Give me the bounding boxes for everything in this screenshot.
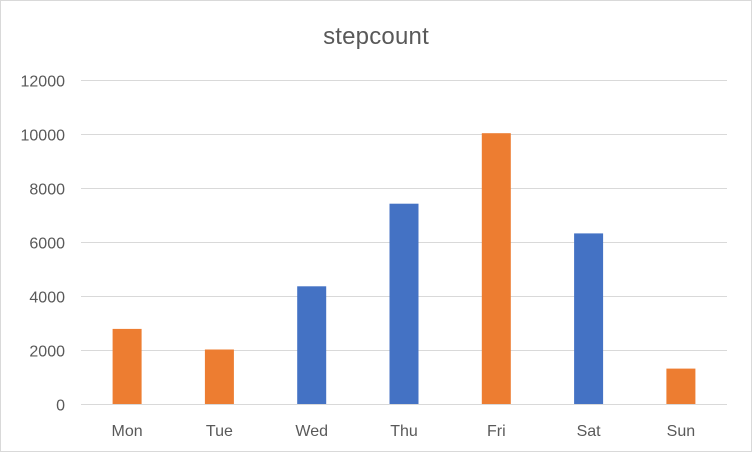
x-axis-tick-labels: Mon Tue Wed Thu Fri Sat Sun — [112, 423, 696, 440]
x-tick-label-tue: Tue — [206, 423, 233, 440]
bar-wed — [297, 286, 327, 404]
y-tick-label: 4000 — [29, 290, 65, 307]
x-tick-label-sun: Sun — [667, 423, 695, 440]
bar-mon — [112, 328, 142, 404]
bar-sun — [666, 368, 696, 404]
x-tick-label-sat: Sat — [577, 423, 602, 440]
chart-title: stepcount — [323, 23, 429, 50]
x-tick-label-thu: Thu — [390, 423, 418, 440]
x-tick-label-wed: Wed — [295, 423, 328, 440]
y-axis-tick-labels: 0 2000 4000 6000 8000 10000 12000 — [21, 74, 66, 415]
bars — [112, 133, 696, 404]
y-tick-label: 6000 — [29, 236, 65, 253]
x-tick-label-mon: Mon — [112, 423, 143, 440]
y-tick-label: 2000 — [29, 344, 65, 361]
bar-sat — [574, 233, 604, 404]
bar-thu — [389, 203, 419, 404]
bar-tue — [204, 349, 234, 404]
y-tick-label: 12000 — [21, 74, 66, 91]
x-tick-label-fri: Fri — [487, 423, 506, 440]
y-tick-label: 10000 — [21, 128, 66, 145]
bar-fri — [481, 133, 511, 404]
y-tick-label: 0 — [56, 398, 65, 415]
y-tick-label: 8000 — [29, 182, 65, 199]
